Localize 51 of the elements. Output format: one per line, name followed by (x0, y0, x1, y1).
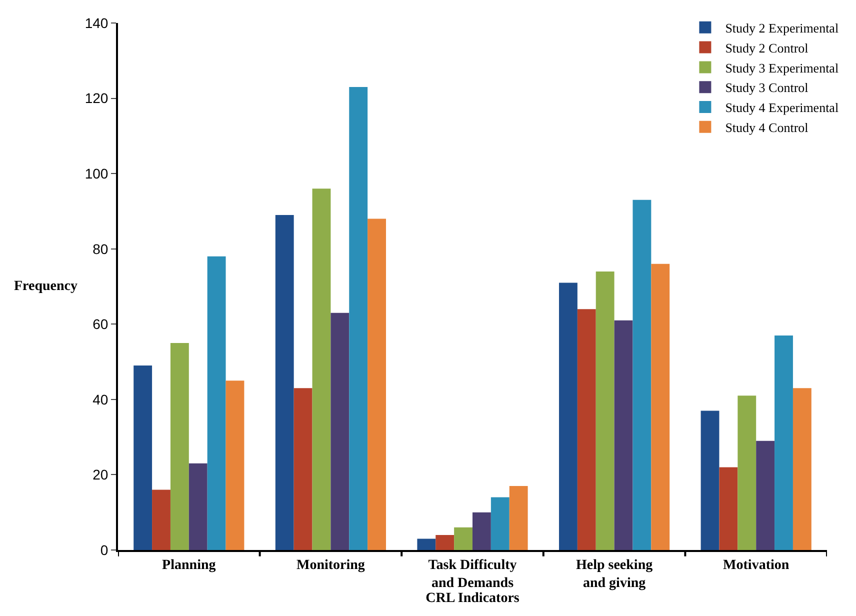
bar (188, 463, 208, 550)
y-tick-label: 60 (92, 316, 108, 332)
legend-label: Study 3 Experimental (725, 60, 839, 76)
bar (577, 309, 596, 550)
y-tick-label: 40 (92, 391, 108, 408)
bar (454, 527, 472, 550)
bar (134, 366, 152, 550)
bar (436, 534, 454, 550)
bar (275, 214, 294, 550)
x-tick-label: Task Difficulty and Demands (428, 558, 517, 591)
bar (170, 342, 189, 550)
bar (207, 256, 226, 550)
x-tick-label: Help seeking and giving (576, 558, 653, 591)
bar (792, 388, 812, 550)
bar (490, 497, 510, 550)
legend-label: Study 4 Control (725, 120, 809, 135)
y-tick-label: 100 (84, 165, 108, 182)
bar (417, 538, 436, 550)
y-tick-label: 120 (84, 90, 108, 106)
bar (312, 188, 331, 550)
bar (632, 200, 652, 550)
bar (330, 312, 350, 550)
bar (756, 440, 775, 550)
bar (738, 396, 756, 550)
bar (700, 410, 720, 550)
y-axis-title: Frequency (14, 279, 78, 294)
bar (559, 282, 578, 550)
bar (226, 380, 244, 550)
x-tick-label: Monitoring (296, 558, 365, 573)
bar (349, 86, 368, 550)
y-tick-label: 20 (92, 466, 108, 483)
x-axis-title: CRL Indicators (426, 591, 520, 606)
x-tick-label: Motivation (723, 558, 790, 573)
legend-label: Study 2 Control (725, 40, 809, 56)
bar (294, 388, 312, 550)
y-tick-label: 80 (92, 240, 108, 257)
bar (472, 512, 491, 550)
x-tick-label: Planning (162, 558, 216, 573)
y-tick-label: 140 (84, 14, 108, 31)
bar (719, 467, 738, 550)
y-tick-label: 0 (100, 542, 108, 558)
legend-label: Study 3 Control (725, 80, 809, 96)
bar (509, 486, 528, 550)
bar (368, 218, 386, 550)
bar (651, 264, 670, 550)
bar (774, 335, 793, 550)
bar (614, 320, 633, 550)
bar (596, 271, 614, 550)
bar (152, 490, 170, 550)
legend-label: Study 2 Experimental (725, 20, 839, 36)
legend-label: Study 4 Experimental (725, 100, 839, 116)
